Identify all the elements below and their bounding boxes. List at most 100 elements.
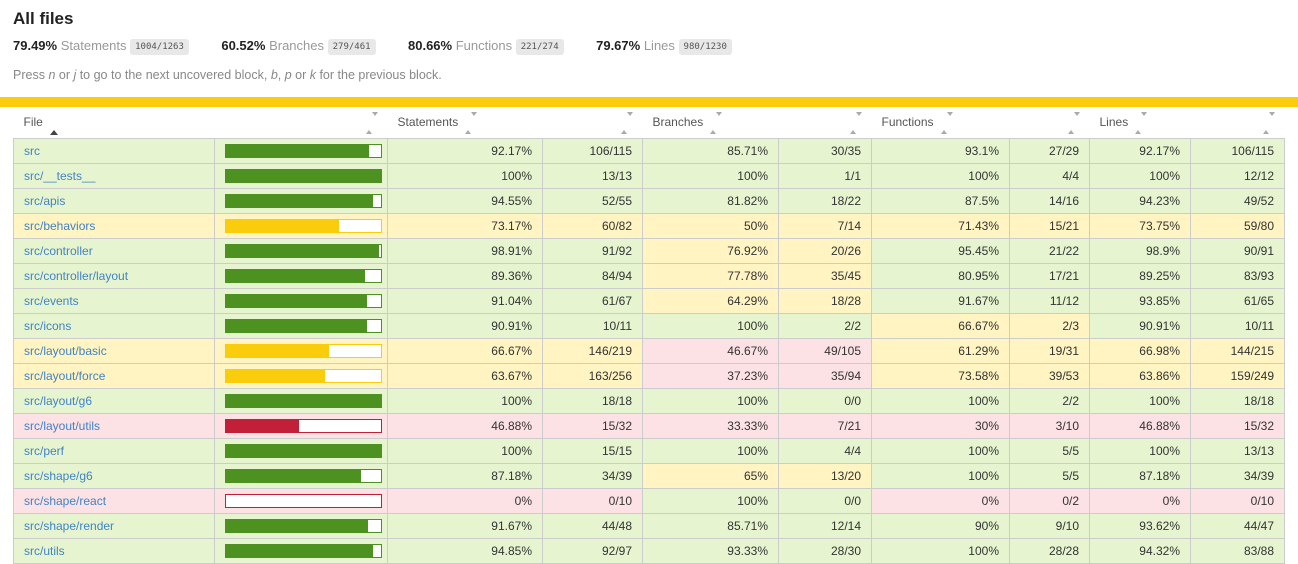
lines-pct-cell: 98.9% xyxy=(1089,237,1191,264)
sort-asc-icon[interactable] xyxy=(49,115,58,135)
sort-icon[interactable] xyxy=(1135,111,1148,134)
functions-raw-cell: 5/5 xyxy=(1009,462,1090,489)
file-link[interactable]: src/layout/utils xyxy=(24,418,101,433)
file-link[interactable]: src/behaviors xyxy=(24,218,96,233)
column-header-lines[interactable]: Lines xyxy=(1090,107,1191,138)
file-link[interactable]: src/utils xyxy=(24,543,65,558)
sort-icon[interactable] xyxy=(365,111,378,134)
statements-raw-cell: 0/10 xyxy=(542,487,643,514)
coverage-bar-empty xyxy=(368,144,381,157)
statements-raw-cell: 18/18 xyxy=(542,387,643,414)
file-link[interactable]: src/layout/force xyxy=(24,368,106,383)
sort-icon[interactable] xyxy=(940,111,953,134)
file-link[interactable]: src/layout/g6 xyxy=(24,393,93,408)
functions-raw-cell: 9/10 xyxy=(1009,512,1090,539)
coverage-bar xyxy=(225,168,382,183)
statements-pct-cell: 87.18% xyxy=(387,462,543,489)
statements-pct-cell: 91.04% xyxy=(387,287,543,314)
lines-raw-cell: 44/47 xyxy=(1190,512,1285,539)
statements-raw-cell: 146/219 xyxy=(542,337,643,364)
file-link[interactable]: src/apis xyxy=(24,193,66,208)
statements-pct-cell: 94.55% xyxy=(387,187,543,214)
sort-icon[interactable] xyxy=(465,111,478,134)
coverage-bar-empty xyxy=(379,244,381,257)
file-link[interactable]: src/__tests__ xyxy=(24,168,96,183)
statements-pct-value: 79.49% xyxy=(13,38,58,53)
lines-raw-cell: 12/12 xyxy=(1190,162,1285,189)
sort-icon[interactable] xyxy=(1067,111,1080,134)
coverage-bar xyxy=(225,518,382,533)
coverage-table: File Statements Branches Functions Lines… xyxy=(13,107,1285,564)
column-header-functions[interactable]: Functions xyxy=(872,107,1010,138)
sort-icon[interactable] xyxy=(710,111,723,134)
functions-raw-cell: 2/2 xyxy=(1009,387,1090,414)
lines-pct-cell: 66.98% xyxy=(1089,337,1191,364)
lines-pct-cell: 87.18% xyxy=(1089,462,1191,489)
coverage-bar-fill xyxy=(226,544,374,557)
column-header-bar[interactable] xyxy=(215,107,388,138)
lines-pct-cell: 100% xyxy=(1089,162,1191,189)
branches-raw-cell: 2/2 xyxy=(778,312,872,339)
coverage-bar-empty xyxy=(372,194,381,207)
functions-pct-cell: 61.29% xyxy=(871,337,1010,364)
table-row: src/utils 94.85% 92/97 93.33% 28/30 100%… xyxy=(13,537,1285,564)
file-link[interactable]: src/events xyxy=(24,293,79,308)
column-header-lines-raw[interactable] xyxy=(1191,107,1285,138)
file-link[interactable]: src xyxy=(24,143,40,158)
coverage-bar-fill xyxy=(226,219,340,232)
branches-pct-cell: 100% xyxy=(642,312,779,339)
column-header-statements-raw[interactable] xyxy=(543,107,643,138)
file-link[interactable]: src/controller/layout xyxy=(24,268,129,283)
column-header-file[interactable]: File xyxy=(14,107,215,138)
coverage-bar-cell xyxy=(214,487,388,514)
functions-raw-cell: 11/12 xyxy=(1009,287,1090,314)
file-cell: src/perf xyxy=(13,437,215,464)
lines-pct-cell: 94.23% xyxy=(1089,187,1191,214)
coverage-bar-cell xyxy=(214,462,388,489)
file-cell: src/controller/layout xyxy=(13,262,215,289)
column-header-branches[interactable]: Branches xyxy=(643,107,779,138)
file-link[interactable]: src/controller xyxy=(24,243,93,258)
statements-pct-cell: 94.85% xyxy=(387,537,543,564)
file-link[interactable]: src/shape/g6 xyxy=(24,468,93,483)
coverage-bar-cell xyxy=(214,137,388,164)
coverage-bar xyxy=(225,318,382,333)
lines-raw-cell: 34/39 xyxy=(1190,462,1285,489)
functions-label: Functions xyxy=(455,38,513,53)
branches-raw-cell: 18/28 xyxy=(778,287,872,314)
file-cell: src/events xyxy=(13,287,215,314)
branches-pct-cell: 93.33% xyxy=(642,537,779,564)
file-link[interactable]: src/shape/react xyxy=(24,493,107,508)
functions-raw-cell: 4/4 xyxy=(1009,162,1090,189)
file-link[interactable]: src/perf xyxy=(24,443,65,458)
column-header-statements[interactable]: Statements xyxy=(388,107,543,138)
coverage-bar-fill xyxy=(226,469,362,482)
file-cell: src/layout/utils xyxy=(13,412,215,439)
sort-icon[interactable] xyxy=(849,111,862,134)
coverage-bar-fill xyxy=(226,519,369,532)
coverage-bar-empty xyxy=(324,369,381,382)
statements-raw-cell: 106/115 xyxy=(542,137,643,164)
file-link[interactable]: src/layout/basic xyxy=(24,343,107,358)
statements-raw-cell: 91/92 xyxy=(542,237,643,264)
functions-raw-cell: 21/22 xyxy=(1009,237,1090,264)
lines-pct-cell: 63.86% xyxy=(1089,362,1191,389)
table-row: src/shape/g6 87.18% 34/39 65% 13/20 100%… xyxy=(13,462,1285,489)
functions-raw-cell: 15/21 xyxy=(1009,212,1090,239)
sort-icon[interactable] xyxy=(620,111,633,134)
column-header-functions-raw[interactable] xyxy=(1010,107,1090,138)
file-link[interactable]: src/shape/render xyxy=(24,518,115,533)
functions-pct-cell: 87.5% xyxy=(871,187,1010,214)
column-header-branches-raw[interactable] xyxy=(779,107,872,138)
file-link[interactable]: src/icons xyxy=(24,318,72,333)
branches-raw-cell: 30/35 xyxy=(778,137,872,164)
sort-icon[interactable] xyxy=(1262,111,1275,134)
branches-pct-cell: 33.33% xyxy=(642,412,779,439)
table-row: src/events 91.04% 61/67 64.29% 18/28 91.… xyxy=(13,287,1285,314)
statements-pct-cell: 63.67% xyxy=(387,362,543,389)
branches-raw-cell: 18/22 xyxy=(778,187,872,214)
branches-raw-cell: 7/14 xyxy=(778,212,872,239)
branches-raw-cell: 0/0 xyxy=(778,387,872,414)
lines-pct-cell: 93.62% xyxy=(1089,512,1191,539)
coverage-bar-fill xyxy=(226,344,330,357)
